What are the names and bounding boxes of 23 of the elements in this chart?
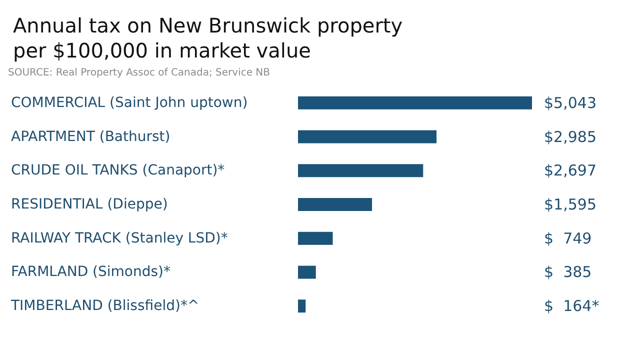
chart-title: Annual tax on New Brunswick property per $100,000 in market value: [13, 14, 403, 62]
y-tick-label: APARTMENT (Bathurst): [11, 128, 170, 145]
bar: [298, 198, 372, 211]
y-tick-label: TIMBERLAND (Blissfield)*^: [10, 298, 200, 314]
data-label: $2,985: [544, 128, 596, 146]
source-note: SOURCE: Real Property Assoc of Canada; Service NB: [8, 68, 270, 78]
data-label: $1,595: [544, 196, 596, 214]
data-label: $2,697: [544, 162, 596, 180]
bar: [298, 266, 316, 279]
y-tick-label: RESIDENTIAL (Dieppe): [11, 196, 168, 212]
bar: [298, 232, 333, 245]
bar: [298, 96, 532, 110]
y-tick-label: CRUDE OIL TANKS (Canaport)*: [11, 162, 225, 179]
data-label: $ 749: [544, 229, 592, 248]
bar: [298, 130, 437, 144]
y-tick-label: RAILWAY TRACK (Stanley LSD)*: [11, 230, 228, 246]
data-label: $ 385: [544, 263, 592, 282]
data-label: $ 164*: [544, 297, 600, 316]
data-label: $5,043: [544, 94, 596, 112]
bar: [298, 164, 424, 178]
bar: [298, 300, 306, 313]
y-tick-label: FARMLAND (Simonds)*: [11, 264, 171, 280]
y-tick-label: COMMERCIAL (Saint John uptown): [11, 94, 248, 111]
